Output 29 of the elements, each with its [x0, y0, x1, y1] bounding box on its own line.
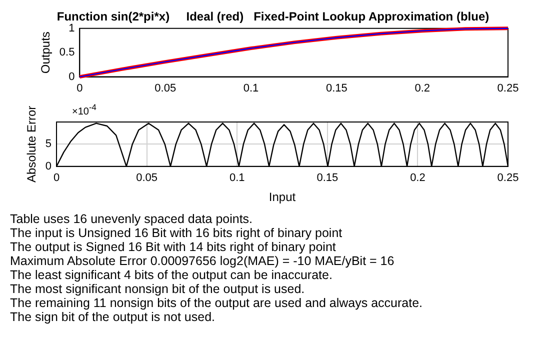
x-tick-label: 0.25 — [497, 82, 519, 94]
text: The least significant 4 bits of the output can be inaccurate. — [10, 268, 334, 282]
x-axis-title: Input — [268, 190, 296, 204]
y-tick-label: 1 — [68, 22, 75, 34]
y-tick-label: 0.5 — [59, 46, 75, 59]
x-tick-label: 0 — [53, 172, 60, 184]
x-tick-label: 0 — [76, 82, 83, 94]
text: The input is Unsigned 16 Bit with 16 bits right of binary point — [10, 226, 344, 240]
text: ×10$^{-4}$ — [72, 102, 96, 118]
x-tick-label: 0.15 — [316, 172, 338, 184]
y-axis-title: Outputs — [38, 32, 53, 74]
text: The remaining 11 nonsign bits of the output are used and always accurate. — [10, 296, 424, 310]
text: The output is Signed 16 Bit with 14 bits right of binary point — [10, 240, 337, 254]
x-tick-label: 0.1 — [243, 82, 259, 94]
x-tick-label: 0.25 — [497, 172, 519, 184]
text: The sign bit of the output is not used. — [10, 310, 216, 324]
x-tick-label: 0.1 — [229, 172, 245, 184]
x-tick-label: 0.05 — [154, 82, 176, 94]
x-tick-label: 0.15 — [326, 82, 348, 94]
chart-title: Function sin(2*pi*x) Ideal (red) Fixed-Point Lookup Approximation (blue) — [56, 10, 490, 24]
x-tick-label: 0.2 — [414, 82, 430, 94]
y-tick-label: 5 — [45, 138, 52, 150]
text: Maximum Absolute Error 0.00097656 log2(MAE) = -10 MAE/yBit = 16 — [10, 254, 396, 268]
x-tick-label: 0.2 — [410, 172, 426, 184]
text: The most significant nonsign bit of the output is used. — [10, 282, 306, 296]
y-tick-label: 0 — [68, 70, 75, 83]
text: Table uses 16 unevenly spaced data points. — [10, 212, 254, 226]
x-tick-label: 0.05 — [136, 172, 158, 184]
y-axis-title: Absolute Error — [24, 106, 39, 183]
